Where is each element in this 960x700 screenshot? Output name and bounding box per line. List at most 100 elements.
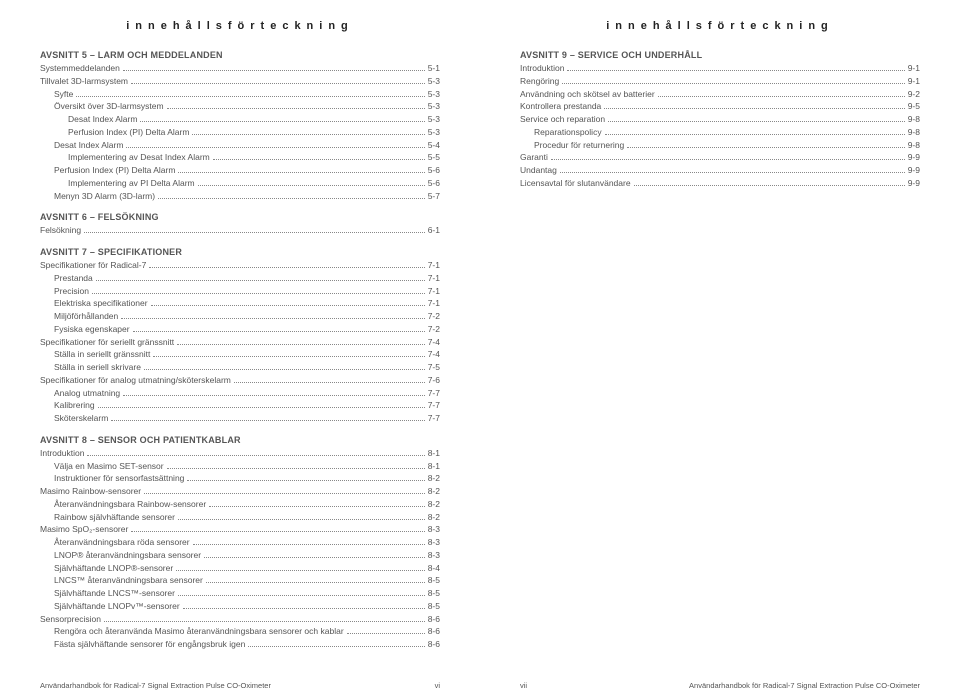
right-sections-container: AVSNITT 9 – SERVICE OCH UNDERHÅLL Introdu…: [520, 50, 920, 190]
toc-page: 8-1: [428, 447, 440, 460]
toc-line: Menyn 3D Alarm (3D-larm)5-7: [40, 190, 440, 203]
footer-left-text: Användarhandbok för Radical-7 Signal Ext…: [40, 681, 271, 690]
toc-line: Desat Index Alarm5-3: [40, 113, 440, 126]
footer-left-pagenum: vi: [435, 681, 440, 690]
toc-line: Service och reparation9-8: [520, 113, 920, 126]
toc-page: 7-4: [428, 336, 440, 349]
toc-label: Specifikationer för Radical-7: [40, 259, 146, 272]
toc-line: Introduktion8-1: [40, 447, 440, 460]
toc-page: 5-3: [428, 75, 440, 88]
toc-line: Masimo Rainbow-sensorer 8-2: [40, 485, 440, 498]
toc-page: 8-6: [428, 625, 440, 638]
toc-label: Instruktioner för sensorfastsättning: [54, 472, 184, 485]
toc-page: 8-5: [428, 587, 440, 600]
toc-line: LNOP® återanvändningsbara sensorer8-3: [40, 549, 440, 562]
toc-dots: [149, 266, 424, 268]
toc-label: Felsökning: [40, 224, 81, 237]
toc-dots: [608, 120, 905, 122]
toc-page: 7-1: [428, 272, 440, 285]
toc-label: Specifikationer för seriellt gränssnitt: [40, 336, 174, 349]
toc-line: Sensorprecision8-6: [40, 613, 440, 626]
toc-page: 8-3: [428, 549, 440, 562]
toc-page: 6-1: [428, 224, 440, 237]
toc-dots: [204, 556, 425, 558]
toc-line: Instruktioner för sensorfastsättning8-2: [40, 472, 440, 485]
toc-label: Tillvalet 3D-larmsystem: [40, 75, 128, 88]
toc-page: 7-2: [428, 310, 440, 323]
toc-dots: [140, 120, 424, 122]
toc-dots: [178, 171, 424, 173]
toc-page: 9-5: [908, 100, 920, 113]
toc-label: Kalibrering: [54, 399, 95, 412]
toc-label: Sensorprecision: [40, 613, 101, 626]
toc-label: Masimo Rainbow-sensorer: [40, 485, 141, 498]
toc-dots: [123, 69, 425, 71]
toc-dots: [347, 632, 425, 634]
toc-dots: [248, 645, 424, 647]
toc-label: Miljöförhållanden: [54, 310, 118, 323]
toc-line: Analog utmatning7-7: [40, 387, 440, 400]
toc-dots: [634, 184, 905, 186]
toc-label: Implementering av Desat Index Alarm: [68, 151, 210, 164]
toc-page: 8-1: [428, 460, 440, 473]
toc-page: 9-8: [908, 126, 920, 139]
toc-dots: [193, 543, 425, 545]
page-header-left: innehållsförteckning: [40, 20, 440, 32]
toc-page: 8-6: [428, 638, 440, 651]
left-sections-container: AVSNITT 5 – LARM OCH MEDDELANDENSystemme…: [40, 50, 440, 651]
toc-line: Självhäftande LNOPv™-sensorer8-5: [40, 600, 440, 613]
toc-line: Prestanda7-1: [40, 272, 440, 285]
toc-label: Licensavtal för slutanvändare: [520, 177, 631, 190]
toc-line: Rengöring9-1: [520, 75, 920, 88]
toc-line: Självhäftande LNOP®-sensorer8-4: [40, 562, 440, 575]
toc-line: Perfusion Index (PI) Delta Alarm5-3: [40, 126, 440, 139]
toc-label: Kontrollera prestanda: [520, 100, 601, 113]
toc-dots: [144, 368, 425, 370]
toc-line: Sköterskelarm7-7: [40, 412, 440, 425]
toc-line: LNCS™ återanvändningsbara sensorer8-5: [40, 574, 440, 587]
toc-page: 5-3: [428, 113, 440, 126]
toc-dots: [198, 184, 425, 186]
page-wrap: innehållsförteckning AVSNITT 5 – LARM OC…: [0, 0, 960, 700]
toc-dots: [567, 69, 904, 71]
page-header-right: innehållsförteckning: [520, 20, 920, 32]
toc-label: Rainbow självhäftande sensorer: [54, 511, 175, 524]
toc-dots: [76, 95, 424, 97]
toc-page: 9-2: [908, 88, 920, 101]
toc-label: Elektriska specifikationer: [54, 297, 148, 310]
toc-label: Perfusion Index (PI) Delta Alarm: [54, 164, 175, 177]
toc-label: LNCS™ återanvändningsbara sensorer: [54, 574, 203, 587]
toc-label: Fästa självhäftande sensorer för engångs…: [54, 638, 245, 651]
toc-page: 7-1: [428, 285, 440, 298]
footer-right-pagenum: vii: [520, 681, 527, 690]
toc-dots: [151, 304, 425, 306]
toc-page: 8-2: [428, 485, 440, 498]
toc-dots: [183, 607, 425, 609]
toc-dots: [176, 569, 425, 571]
toc-page: 5-3: [428, 100, 440, 113]
toc-line: Undantag9-9: [520, 164, 920, 177]
toc-label: Introduktion: [520, 62, 564, 75]
toc-label: Översikt över 3D-larmsystem: [54, 100, 164, 113]
section-title: AVSNITT 6 – FELSÖKNING: [40, 212, 440, 222]
toc-line: Kontrollera prestanda 9-5: [520, 100, 920, 113]
toc-page: 8-3: [428, 536, 440, 549]
toc-dots: [153, 355, 424, 357]
toc-line: Självhäftande LNCS™-sensorer8-5: [40, 587, 440, 600]
toc-label: Sköterskelarm: [54, 412, 108, 425]
toc-page: 9-9: [908, 151, 920, 164]
toc-dots: [178, 518, 425, 520]
toc-page: 9-1: [908, 75, 920, 88]
toc-line: Fästa självhäftande sensorer för engångs…: [40, 638, 440, 651]
section-title: AVSNITT 5 – LARM OCH MEDDELANDEN: [40, 50, 440, 60]
toc-dots: [144, 492, 425, 494]
toc-page: 5-6: [428, 177, 440, 190]
footer-right-text: Användarhandbok för Radical-7 Signal Ext…: [689, 681, 920, 690]
toc-line: Elektriska specifikationer7-1: [40, 297, 440, 310]
toc-dots: [605, 133, 905, 135]
toc-page: 9-1: [908, 62, 920, 75]
section-title: AVSNITT 9 – SERVICE OCH UNDERHÅLL: [520, 50, 920, 60]
toc-page: 8-3: [428, 523, 440, 536]
toc-page: 7-5: [428, 361, 440, 374]
toc-line: Miljöförhållanden 7-2: [40, 310, 440, 323]
